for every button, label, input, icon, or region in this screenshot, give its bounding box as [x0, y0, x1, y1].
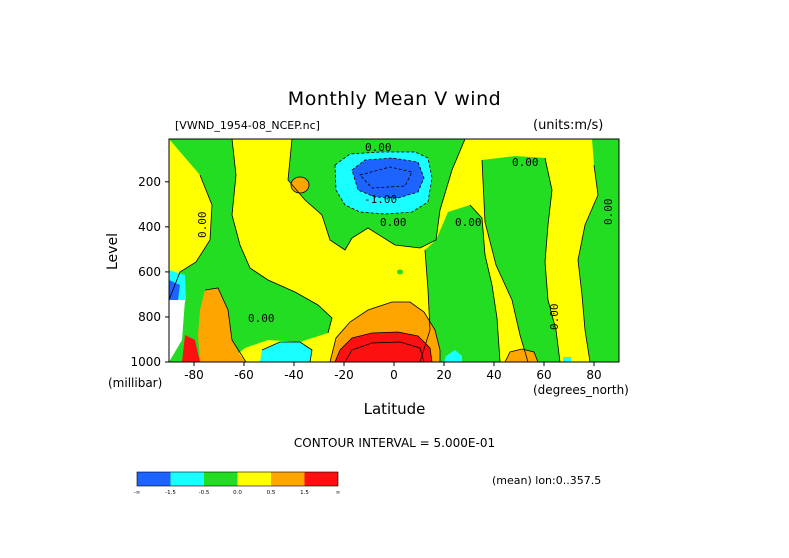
- colorbar-label: -∞: [134, 490, 141, 496]
- contour-interval-note: CONTOUR INTERVAL = 5.000E-01: [293, 436, 496, 450]
- x-tick-label: 40: [486, 368, 501, 382]
- region-slightly-negative-dot: [397, 269, 403, 275]
- contour-label: 0.00: [512, 156, 539, 169]
- region-positive-left: [198, 288, 246, 362]
- contour-label: 0.00: [455, 216, 482, 229]
- x-tick-label: 20: [436, 368, 451, 382]
- y-tick-label: 400: [138, 220, 161, 234]
- y-axis: 200 400 600 800 1000: [130, 175, 169, 369]
- colorbar-swatch: [170, 472, 204, 486]
- dataset-label: [VWND_1954-08_NCEP.nc]: [175, 119, 320, 132]
- contour-label: 0.00: [380, 216, 407, 229]
- colorbar-label: ∞: [336, 490, 341, 496]
- contour-label: 0.00: [196, 212, 209, 239]
- region-slightly-negative-mid: [420, 205, 500, 362]
- y-tick-label: 800: [138, 310, 161, 324]
- contour-label: 0.00: [248, 312, 275, 325]
- colorbar-label: -0.5: [199, 490, 210, 496]
- contour-label: 0.00: [602, 199, 615, 226]
- region-very-negative-jet: [352, 158, 424, 198]
- y-tick-label: 600: [138, 265, 161, 279]
- colorbar-swatch: [204, 472, 238, 486]
- region-slightly-negative-right: [482, 156, 560, 362]
- colorbar-swatch: [271, 472, 305, 486]
- x-tick-label: -80: [184, 368, 204, 382]
- mean-note: (mean) lon:0..357.5: [492, 474, 602, 487]
- region-very-positive-left: [182, 335, 200, 362]
- x-axis-label: Latitude: [363, 400, 426, 418]
- x-tick-label: 60: [536, 368, 551, 382]
- contour-lines: [169, 139, 599, 362]
- colorbar-label: -1.5: [165, 490, 176, 496]
- x-tick-label: 0: [390, 368, 398, 382]
- contour-field: [169, 139, 619, 362]
- region-slightly-negative-far-right: [578, 139, 619, 362]
- units-label: (units:m/s): [533, 118, 604, 133]
- contour-label: 0.00: [548, 304, 561, 331]
- colorbar-swatch: [237, 472, 271, 486]
- y-axis-unit: (millibar): [108, 376, 163, 390]
- region-negative-north-small: [563, 357, 571, 362]
- contour-label: 0.00: [365, 141, 392, 154]
- colorbar-frame: [136, 471, 339, 487]
- y-tick-label: 200: [138, 175, 161, 189]
- x-axis: -80 -60 -40 -20 0 20 40 60 80: [184, 362, 602, 382]
- colorbar-label: 1.5: [300, 490, 309, 496]
- colorbar-label: 0.5: [267, 490, 276, 496]
- region-very-negative-left-edge: [169, 280, 180, 305]
- y-tick-label: 1000: [130, 355, 161, 369]
- colorbar-label: 0.0: [233, 490, 242, 496]
- x-axis-unit: (degrees_north): [533, 383, 629, 397]
- missing-data-area: [169, 300, 185, 362]
- region-negative-south: [260, 342, 312, 362]
- colorbar: -∞ -1.5 -0.5 0.0 0.5 1.5 ∞: [134, 471, 341, 496]
- contour-labels: 0.00 0.00 0.00 0.00 0.00 0.00 0.00 0.00 …: [196, 141, 615, 330]
- region-positive-north: [505, 349, 538, 362]
- region-very-positive-tropics: [335, 332, 432, 362]
- x-tick-label: -60: [234, 368, 254, 382]
- region-negative-north: [444, 350, 462, 362]
- colorbar-swatch: [137, 472, 171, 486]
- x-tick-label: 80: [586, 368, 601, 382]
- chart-title: Monthly Mean V wind: [287, 88, 502, 110]
- contour-label: -1.00: [364, 193, 397, 206]
- x-tick-label: -40: [284, 368, 304, 382]
- colorbar-swatch: [304, 472, 338, 486]
- x-tick-label: -20: [334, 368, 354, 382]
